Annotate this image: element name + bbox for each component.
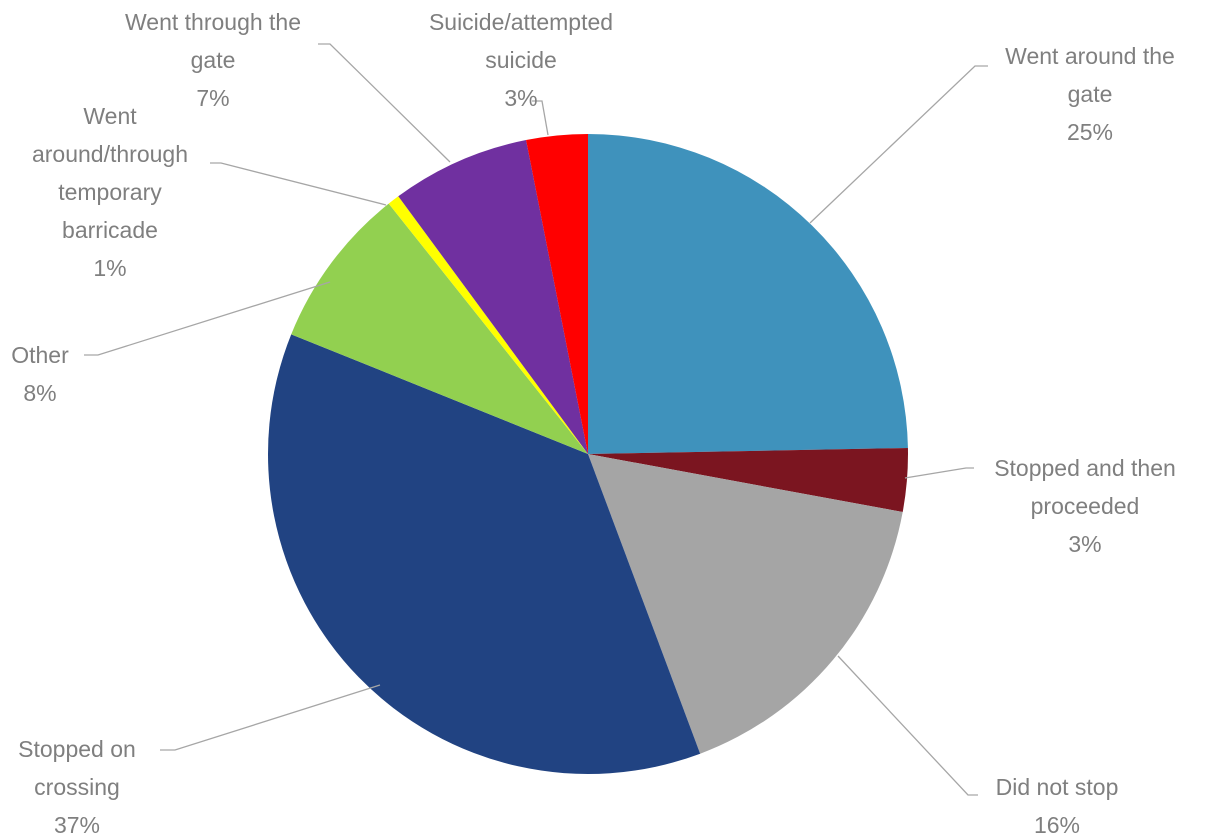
data-label: Stopped on crossing 37% [18, 736, 136, 835]
data-label-percent: 3% [1068, 531, 1101, 557]
pie-slice-other [291, 203, 588, 454]
data-label-line: Did not stop [996, 774, 1119, 800]
leader-line [532, 100, 549, 136]
data-label-percent: 1% [93, 255, 126, 281]
data-label-line: Stopped on [18, 736, 136, 762]
leader-line [160, 684, 381, 751]
leader-line [904, 467, 974, 479]
data-label-percent: 7% [196, 85, 229, 111]
data-label-percent: 25% [1067, 119, 1113, 145]
data-label-line: gate [191, 47, 236, 73]
data-label-percent: 3% [504, 85, 537, 111]
pie-slice-went-around-through-temporary-barricade [388, 196, 588, 455]
data-label-line: around/through [32, 141, 188, 167]
data-label-line: proceeded [1031, 493, 1140, 519]
pie-slice-went-around-the-gate [588, 134, 908, 454]
data-label: Went around/through temporary barricade 1% [32, 103, 188, 281]
pie-slices [267, 134, 908, 775]
data-label-line: Went through the [125, 9, 301, 35]
data-label-line: suicide [485, 47, 557, 73]
leader-line [84, 281, 331, 356]
leader-lines [84, 43, 988, 796]
data-label-percent: 16% [1034, 812, 1080, 835]
data-label-line: Went around the [1005, 43, 1175, 69]
leader-line [837, 655, 978, 796]
data-label-line: Suicide/attempted [429, 9, 613, 35]
leader-line [809, 65, 988, 224]
pie-slice-stopped-and-then-proceeded [588, 447, 908, 512]
data-labels: Went around the gate 25% Stopped and then pr… [11, 9, 1176, 835]
data-label-line: temporary [58, 179, 162, 205]
data-label-line: Other [11, 342, 69, 368]
pie-slice-suicide-attempted-suicide [526, 134, 588, 454]
data-label: Did not stop 16% [996, 774, 1119, 835]
data-label: Went through the gate 7% [125, 9, 301, 111]
data-label-line: Went [83, 103, 137, 129]
data-label-line: gate [1068, 81, 1113, 107]
leader-line [318, 43, 451, 163]
data-label: Went around the gate 25% [1005, 43, 1175, 145]
data-label: Suicide/attempted suicide 3% [429, 9, 613, 111]
data-label: Stopped and then proceeded 3% [994, 455, 1176, 557]
data-label-line: Stopped and then [994, 455, 1176, 481]
pie-slice-stopped-on-crossing [267, 334, 701, 775]
data-label-line: barricade [62, 217, 158, 243]
pie-slice-did-not-stop [588, 454, 903, 754]
data-label-percent: 8% [23, 380, 56, 406]
data-label-percent: 37% [54, 812, 100, 835]
data-label: Other 8% [11, 342, 69, 406]
leader-line [210, 162, 387, 206]
data-label-line: crossing [34, 774, 120, 800]
pie-slice-went-through-the-gate [398, 140, 588, 455]
